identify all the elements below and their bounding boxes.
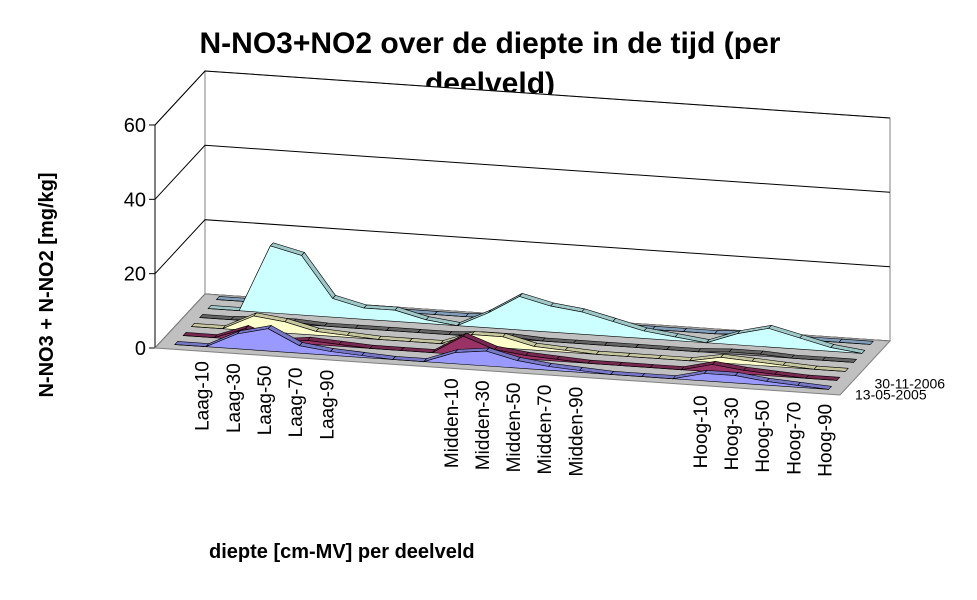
y-tick-label: 40	[124, 189, 146, 211]
x-tick-label: Midden-70	[535, 385, 556, 475]
y-tick-label: 0	[135, 338, 146, 360]
depth-tick-label: 30-11-2006	[875, 376, 946, 392]
x-tick-label: Laag-10	[193, 361, 214, 431]
x-tick-label: Laag-30	[224, 363, 245, 433]
series-ribbon	[190, 312, 849, 372]
depth-tick-label: 13-05-2005	[855, 386, 927, 402]
x-tick-label: Midden-10	[442, 378, 463, 468]
series-ribbon	[174, 325, 833, 390]
series-ribbon	[207, 242, 866, 354]
series-top-strip	[697, 348, 733, 353]
series-area	[174, 328, 829, 390]
x-tick-label: Laag-70	[286, 368, 307, 438]
x-tick-labels: Laag-10 Laag-30 Laag-50 Laag-70 Laag-90 Midde…	[193, 361, 837, 477]
series-layer	[174, 242, 874, 390]
x-tick-label: Hoog-70	[784, 402, 805, 475]
series-area	[199, 317, 854, 363]
x-tick-label: Midden-50	[504, 383, 525, 473]
x-tick-label: Hoog-30	[722, 397, 743, 470]
gridline	[154, 70, 891, 126]
gridline	[154, 219, 891, 275]
series-area	[191, 315, 846, 372]
x-tick-label: Midden-30	[473, 380, 494, 470]
x-tick-label: Midden-90	[566, 387, 587, 477]
gridline	[154, 144, 891, 200]
x-tick-label: Hoog-50	[753, 400, 774, 473]
x-tick-label: Laag-90	[317, 370, 338, 440]
x-axis-label: diepte [cm-MV] per deelveld	[209, 541, 475, 563]
x-tick-label: Laag-50	[255, 366, 276, 436]
y-tick-labels: 0 20 40 60	[124, 115, 146, 360]
chart-title: N-NO3+NO2 over de diepte in de tijd (per…	[199, 27, 781, 100]
y-tick-label: 20	[124, 264, 146, 286]
series-area	[208, 245, 862, 354]
x-tick-label: Hoog-90	[815, 404, 836, 477]
x-tick-label: Hoog-10	[691, 395, 712, 468]
y-tick-label: 60	[124, 115, 146, 137]
